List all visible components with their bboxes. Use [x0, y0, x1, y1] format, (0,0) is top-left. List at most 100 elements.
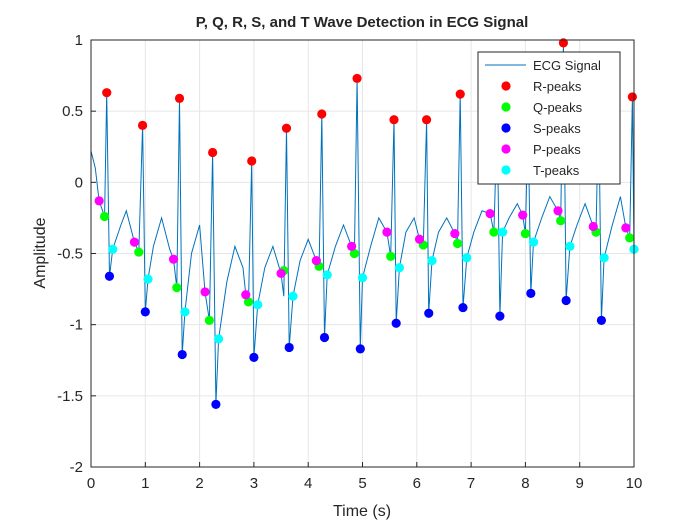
x-tick-label: 2: [195, 475, 203, 492]
r-peaks-marker: [317, 109, 327, 119]
legend-entry-label: R-peaks: [533, 79, 582, 94]
y-tick-label: 0: [75, 174, 83, 191]
s-peaks-marker: [249, 352, 259, 363]
y-tick-label: 1: [75, 32, 83, 49]
q-peaks-marker: [204, 315, 214, 325]
y-axis-label: Amplitude: [32, 217, 49, 288]
q-peaks-marker: [625, 233, 635, 243]
p-peaks-marker: [621, 223, 631, 233]
r-peaks-marker: [352, 73, 362, 84]
legend-swatch-marker: [501, 144, 511, 154]
x-tick-label: 9: [576, 475, 584, 492]
y-tick-label: -0.5: [57, 246, 83, 263]
p-peaks-marker: [311, 256, 321, 266]
x-tick-label: 0: [87, 475, 95, 492]
p-peaks-marker: [347, 241, 357, 251]
r-peaks-marker: [247, 156, 257, 166]
r-peaks-marker: [102, 88, 112, 98]
s-peaks-marker: [458, 302, 468, 313]
t-peaks-marker: [322, 270, 332, 280]
s-peaks-marker: [177, 349, 187, 360]
t-peaks-marker: [462, 253, 472, 263]
s-peaks-marker: [211, 399, 221, 409]
legend-entry-label: S-peaks: [533, 121, 581, 136]
y-tick-label: -1: [70, 317, 83, 334]
legend-entry-label: Q-peaks: [533, 100, 583, 115]
p-peaks-marker: [241, 290, 251, 300]
t-peaks-marker: [253, 300, 263, 310]
r-peaks-marker: [208, 147, 218, 158]
plot-area: [90, 38, 639, 409]
legend-entry-label: T-peaks: [533, 163, 580, 178]
t-peaks-marker: [214, 334, 224, 344]
legend-swatch-marker: [501, 123, 511, 133]
x-tick-label: 1: [141, 475, 149, 492]
legend-swatch-marker: [501, 102, 511, 112]
s-peaks-marker: [561, 295, 571, 306]
legend-swatch-marker: [501, 165, 511, 175]
t-peaks-marker: [180, 307, 190, 317]
t-peaks-marker: [394, 263, 405, 273]
r-peaks-marker: [174, 93, 185, 103]
p-peaks-marker: [588, 221, 598, 232]
legend: ECG Signal R-peaks Q-peaks S-peaks P-peaks T-…: [477, 51, 621, 185]
t-peaks-marker: [497, 227, 508, 237]
q-peaks-marker: [386, 251, 396, 261]
p-peaks-marker: [450, 228, 460, 239]
q-peaks-marker: [99, 211, 110, 222]
r-peaks-marker: [455, 89, 465, 99]
x-axis-label: Time (s): [333, 503, 391, 520]
s-peaks-marker: [495, 311, 505, 321]
x-tick-label: 6: [413, 475, 421, 492]
p-peaks-marker: [200, 287, 210, 297]
y-tick-label: -1.5: [57, 388, 83, 405]
p-peaks-marker: [168, 254, 179, 264]
t-peaks-marker: [599, 253, 609, 263]
t-peaks-marker: [565, 241, 575, 251]
s-peaks-marker: [319, 332, 330, 343]
s-peaks-marker: [596, 315, 607, 325]
x-tick-label: 7: [467, 475, 475, 492]
s-peaks-marker: [391, 318, 401, 328]
t-peaks-marker: [288, 291, 298, 301]
x-tick-label: 4: [304, 475, 312, 492]
x-tick-label: 3: [250, 475, 258, 492]
r-peaks-marker: [389, 115, 399, 125]
r-peaks-marker: [627, 92, 637, 102]
legend-entry-label: P-peaks: [533, 142, 581, 157]
t-peaks-marker: [427, 256, 437, 266]
t-peaks-marker: [357, 273, 368, 283]
p-peaks-marker: [553, 206, 563, 216]
legend-swatch-marker: [501, 81, 511, 91]
q-peaks-marker: [243, 297, 254, 307]
p-peaks-marker: [518, 210, 528, 220]
p-peaks-marker: [485, 209, 495, 219]
q-peaks-marker: [520, 228, 531, 239]
p-peaks-marker: [382, 227, 392, 237]
s-peaks-marker: [355, 344, 365, 354]
q-peaks-marker: [556, 216, 566, 226]
p-peaks-marker: [414, 234, 425, 244]
t-peaks-marker: [143, 274, 153, 284]
s-peaks-marker: [104, 271, 115, 281]
x-tick-label: 8: [521, 475, 529, 492]
q-peaks-marker: [172, 283, 182, 293]
s-peaks-marker: [284, 342, 294, 353]
q-peaks-marker: [134, 247, 144, 257]
x-tick-label: 10: [626, 475, 643, 492]
axis-ticks: 0 1 2 3 4 5 6 7 8 9 10 -2 -1.5 -1 -0.5 0 0.5 1: [57, 32, 642, 492]
p-peaks-marker: [94, 196, 104, 206]
y-tick-label: 0.5: [62, 103, 83, 120]
q-peaks-marker: [452, 238, 463, 249]
r-peaks-marker: [421, 115, 432, 125]
y-tick-label: -2: [70, 459, 83, 476]
p-peaks-marker: [276, 268, 286, 279]
r-peaks-marker: [281, 123, 292, 133]
t-peaks-marker: [108, 244, 118, 254]
legend-entry-label: ECG Signal: [533, 58, 601, 73]
s-peaks-marker: [140, 307, 150, 317]
s-peaks-marker: [424, 308, 434, 318]
s-peaks-marker: [526, 288, 536, 298]
x-tick-label: 5: [358, 475, 366, 492]
